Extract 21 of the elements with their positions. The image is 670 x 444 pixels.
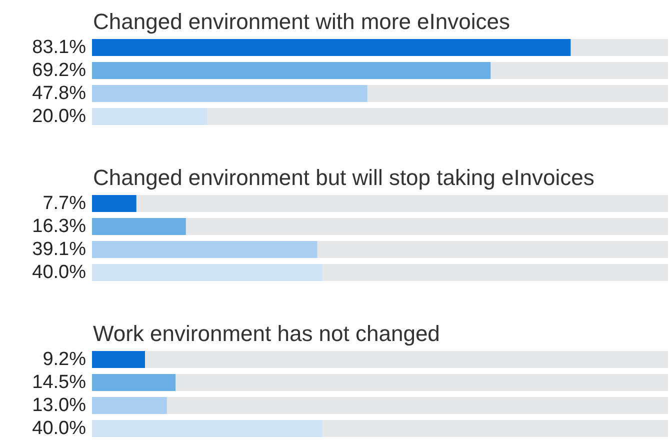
bar (92, 108, 208, 125)
data-label: 20.0% (32, 106, 86, 127)
data-label: 40.0% (32, 418, 86, 439)
data-label: 69.2% (32, 60, 86, 81)
bar (92, 195, 136, 212)
data-label: 83.1% (32, 37, 86, 58)
bar (92, 351, 145, 368)
bar (92, 374, 176, 391)
chart-title: Changed environment but will stop taking eInvoices (93, 164, 596, 192)
data-label: 7.7% (42, 193, 86, 214)
data-label: 9.2% (42, 349, 86, 370)
data-label: 13.0% (32, 395, 86, 416)
chart-title: Work environment has not changed (93, 320, 441, 348)
data-label: 40.0% (32, 262, 86, 283)
data-label: 16.3% (32, 216, 86, 237)
data-label: 39.1% (32, 239, 86, 260)
data-label: 47.8% (32, 83, 86, 104)
bar (92, 218, 186, 235)
bar (92, 397, 167, 414)
data-label: 14.5% (32, 372, 86, 393)
chart-title: Changed environment with more eInvoices (93, 8, 512, 36)
